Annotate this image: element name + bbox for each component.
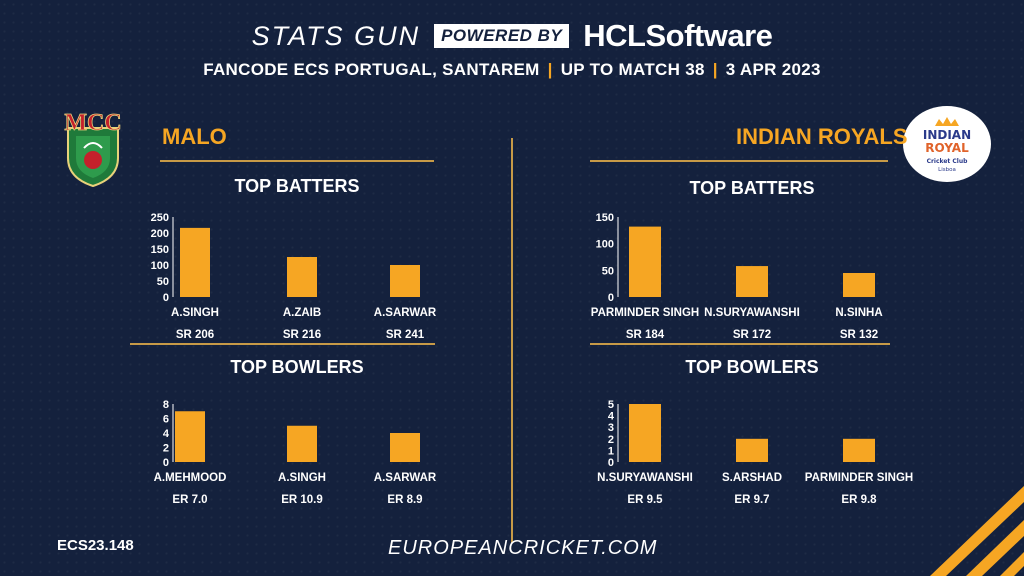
top-batters-title-left: TOP BATTERS (234, 176, 360, 196)
footer-url[interactable]: EUROPEANCRICKET.COM (388, 537, 658, 559)
rate-label: SR 216 (283, 329, 321, 341)
separator: | (547, 60, 553, 79)
category-label: N.SINHA (835, 307, 882, 319)
decorative-stripes (930, 486, 1024, 576)
category-label: PARMINDER SINGH (591, 307, 699, 319)
y-tick-label: 50 (157, 276, 169, 288)
stats-gun-title: STATS GUN (251, 20, 421, 51)
category-label: A.SINGH (171, 307, 219, 319)
team-underline-left (160, 160, 434, 162)
category-label: S.ARSHAD (722, 472, 782, 484)
team-name-right: INDIAN ROYALS (736, 124, 908, 149)
y-tick-label: 2 (163, 443, 169, 455)
y-tick-label: 3 (608, 422, 614, 434)
footer-code: ECS23.148 (57, 537, 134, 554)
bar (736, 438, 768, 462)
y-tick-label: 100 (596, 239, 614, 251)
top-bowlers-title-left: TOP BOWLERS (230, 357, 364, 377)
rate-label: SR 241 (386, 329, 425, 341)
y-tick-label: 8 (163, 399, 169, 411)
category-label: A.SARWAR (374, 472, 437, 484)
y-tick-label: 200 (151, 228, 169, 240)
category-label: N.SURYAWANSHI (597, 472, 693, 484)
y-tick-label: 5 (608, 399, 614, 411)
y-tick-label: 0 (608, 292, 614, 304)
bar (175, 411, 205, 462)
malo-top-batters-chart: 0 50 100 150 200 250 A.SINGH SR 206 A.ZAIB SR 216… (151, 212, 437, 341)
rate-label: SR 184 (626, 329, 665, 341)
category-label: PARMINDER SINGH (805, 472, 913, 484)
indian-royals-logo-line-2: ROYAL (925, 141, 969, 155)
rate-label: ER 10.9 (281, 494, 323, 506)
category-label: A.ZAIB (283, 307, 321, 319)
y-tick-label: 2 (608, 434, 614, 446)
indian-royals-logo-line-1: INDIAN (923, 128, 971, 142)
bar (843, 438, 875, 462)
event-name: FANCODE ECS PORTUGAL, SANTAREM (203, 60, 540, 79)
y-tick-label: 4 (163, 428, 170, 440)
event-date: 3 APR 2023 (725, 60, 821, 79)
section-divider-right (590, 343, 890, 345)
malo-logo-text: MCC (64, 110, 121, 136)
top-bowlers-title-right: TOP BOWLERS (685, 357, 819, 377)
y-tick-label: 1 (608, 445, 614, 457)
rate-label: ER 9.7 (734, 494, 769, 506)
y-tick-label: 0 (163, 292, 169, 304)
y-tick-label: 100 (151, 260, 169, 272)
y-tick-label: 0 (608, 457, 614, 469)
rate-label: ER 9.8 (841, 494, 877, 506)
indian-royals-top-batters-chart: 0 50 100 150 PARMINDER SINGH SR 184 N.SURYAWAN… (591, 212, 883, 341)
bar (629, 404, 661, 462)
malo-top-bowlers-chart: 0 2 4 6 8 A.MEHMOOD ER 7.0 A.SINGH ER 10.9 A.SARW… (154, 399, 437, 506)
indian-royals-logo: INDIAN ROYAL Cricket Club Lisboa (903, 106, 991, 182)
rate-label: SR 172 (733, 329, 771, 341)
category-label: A.SARWAR (374, 307, 437, 319)
bar (629, 226, 661, 297)
bar (736, 266, 768, 297)
y-tick-label: 4 (608, 411, 615, 423)
bar (287, 257, 317, 297)
center-divider (511, 138, 513, 543)
indian-royals-logo-line-4: Lisboa (938, 167, 956, 173)
rate-label: ER 7.0 (172, 494, 207, 506)
team-name-left: MALO (162, 124, 227, 149)
brand-title: STATS GUN POWERED BY HCLSoftware (0, 18, 1024, 54)
powered-by-badge: POWERED BY (434, 24, 570, 48)
event-subtitle: FANCODE ECS PORTUGAL, SANTAREM | UP TO M… (0, 60, 1024, 80)
top-batters-title-right: TOP BATTERS (689, 178, 815, 198)
section-divider-left (130, 343, 435, 345)
team-underline-right (590, 160, 888, 162)
category-label: N.SURYAWANSHI (704, 307, 800, 319)
match-range: UP TO MATCH 38 (560, 60, 705, 79)
separator: | (712, 60, 718, 79)
bar (843, 273, 875, 297)
bar (180, 227, 210, 297)
malo-logo: MCC (64, 110, 122, 188)
category-label: A.MEHMOOD (154, 472, 227, 484)
category-label: A.SINGH (278, 472, 326, 484)
rate-label: SR 132 (840, 329, 878, 341)
bar (390, 433, 420, 462)
rate-label: ER 8.9 (387, 494, 422, 506)
rate-label: SR 206 (176, 329, 214, 341)
bar (287, 425, 317, 462)
y-tick-label: 0 (163, 457, 169, 469)
y-tick-label: 150 (151, 244, 169, 256)
bar (390, 265, 420, 297)
rate-label: ER 9.5 (627, 494, 663, 506)
y-tick-label: 50 (602, 265, 614, 277)
y-tick-label: 250 (151, 212, 169, 224)
indian-royals-logo-line-3: Cricket Club (927, 158, 969, 165)
y-tick-label: 6 (163, 414, 169, 426)
sponsor-logo-text: HCLSoftware (583, 18, 773, 53)
y-tick-label: 150 (596, 212, 614, 224)
